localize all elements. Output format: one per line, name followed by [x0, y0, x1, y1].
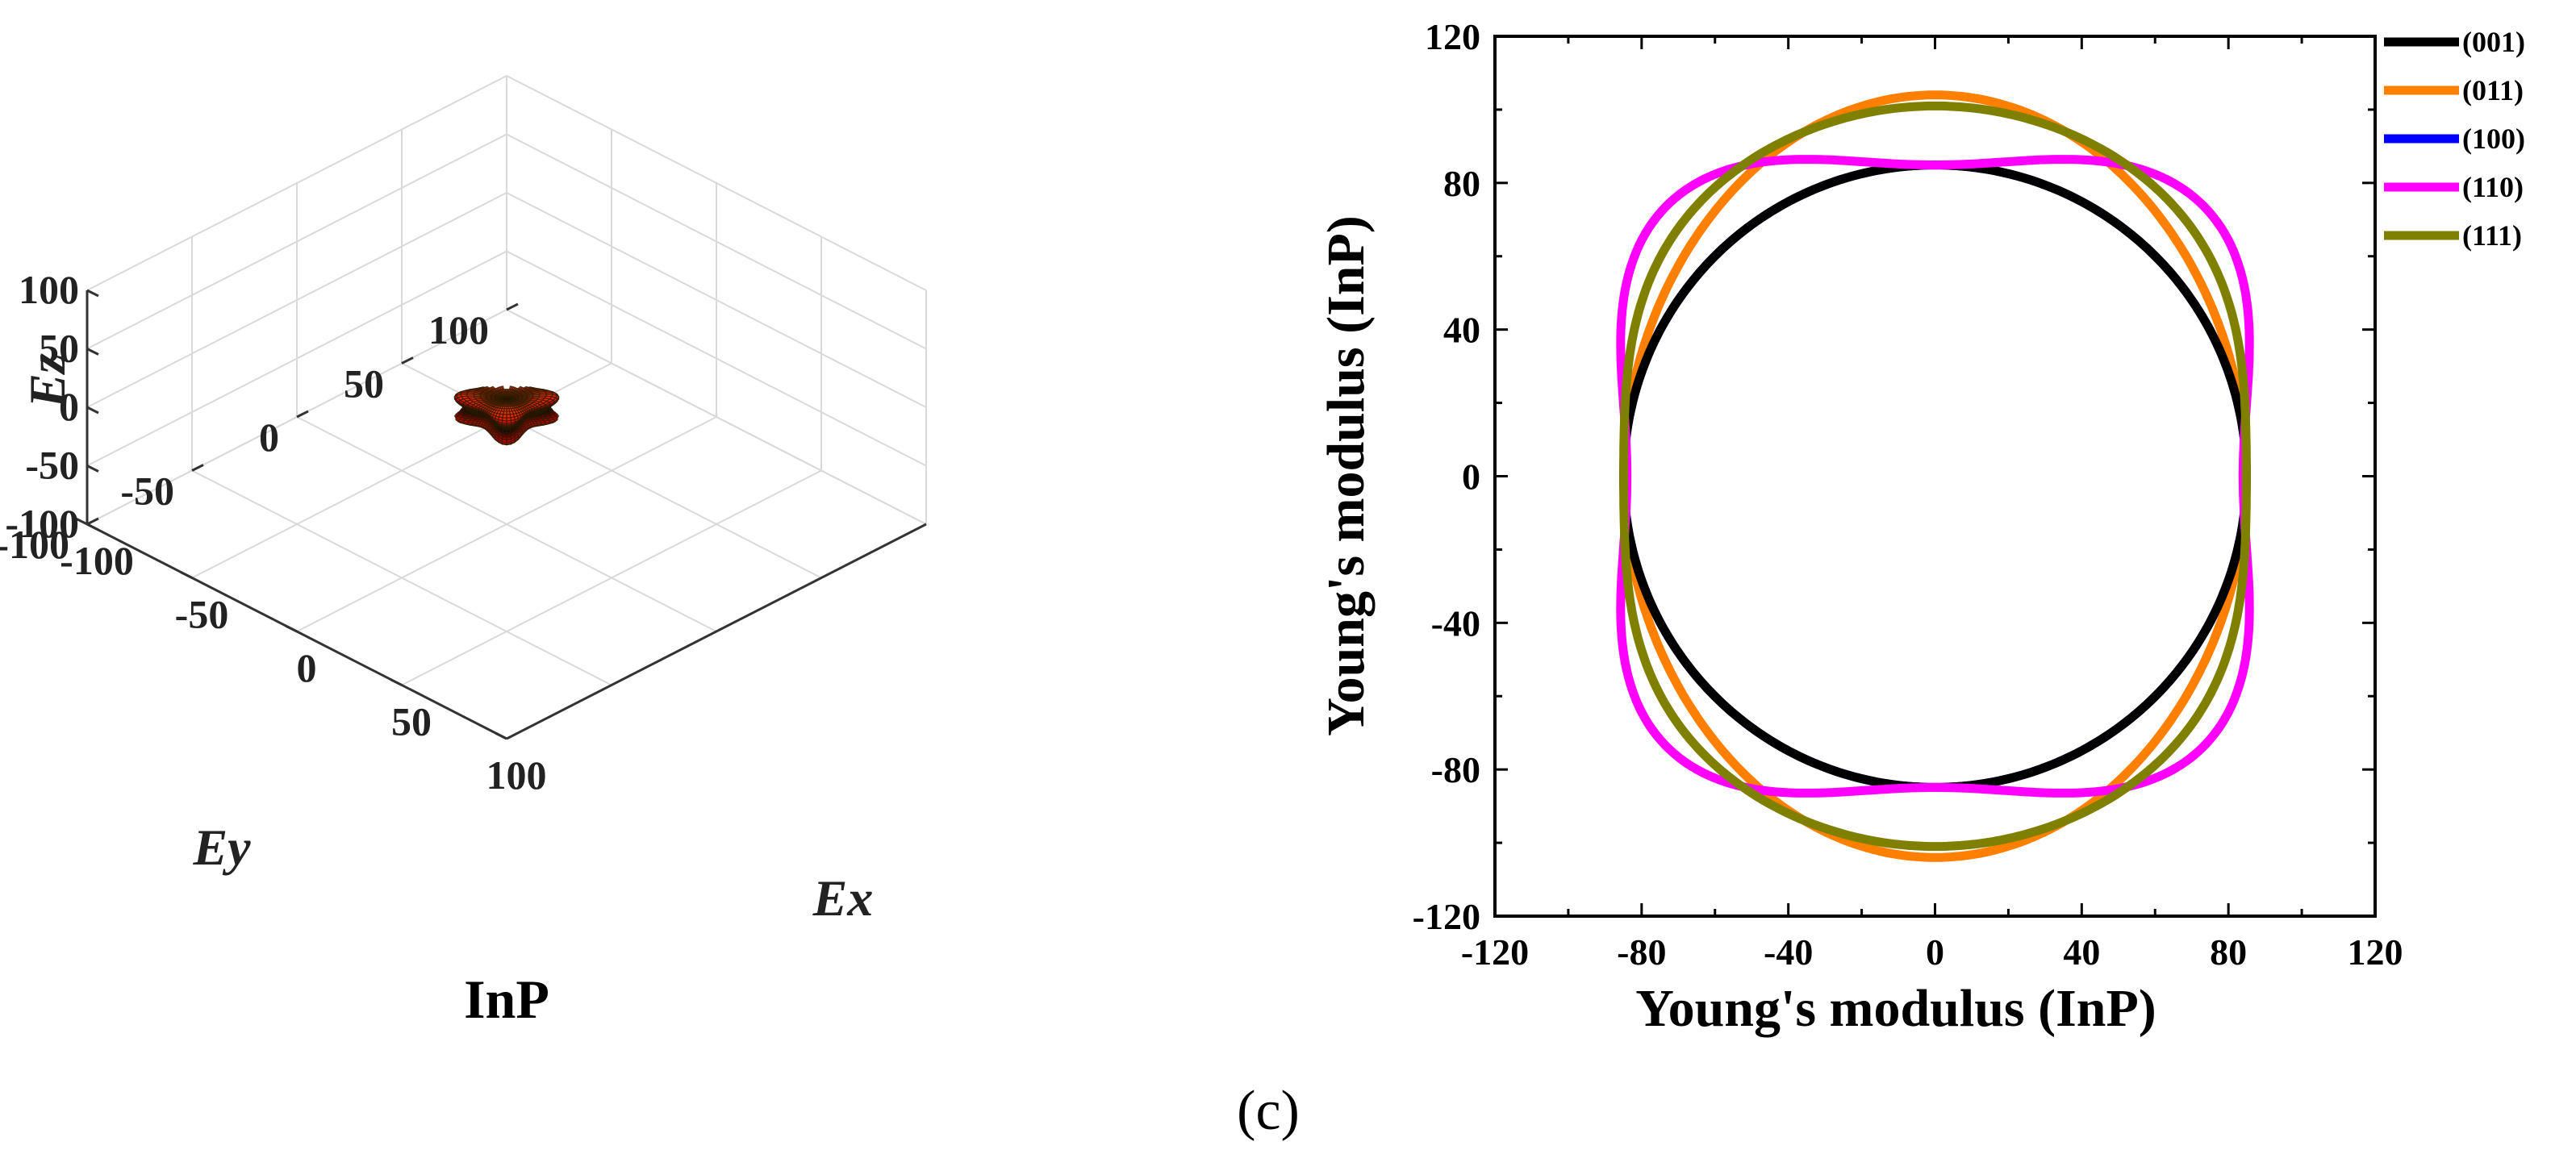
y-tick-label: 80 [1443, 163, 1480, 204]
legend-label: (111) [2462, 219, 2522, 252]
y-axis-label: Ey [192, 819, 251, 876]
y-tick-label: 120 [1425, 16, 1480, 57]
x-tick-label: 100 [486, 752, 547, 798]
y-tick-label: -40 [1431, 602, 1480, 644]
legend: (001) (011) (100) (110) (111) [2384, 26, 2525, 252]
grid-line [86, 192, 507, 408]
surface-plot-3d: -100-50050100100500-50-100-100-50050100 … [0, 75, 927, 1030]
tick-marks-2d [1493, 35, 2377, 918]
y-tick-label: 50 [344, 361, 384, 406]
legend-label: (110) [2462, 171, 2524, 203]
z-tick-label: -100 [5, 501, 79, 546]
grid-line [296, 416, 717, 632]
x-tick-label: 80 [2210, 931, 2247, 973]
legend-label: (100) [2462, 123, 2525, 155]
x-tick-label: -100 [60, 538, 134, 583]
panel-label: (c) [1237, 1080, 1300, 1142]
series-curves [1616, 90, 2254, 862]
y-tick-label: -80 [1431, 749, 1480, 790]
grid-line [506, 75, 927, 291]
grid-line [191, 469, 612, 686]
y-tick-label: -100 [0, 522, 69, 567]
x-tick-label: -40 [1764, 931, 1813, 973]
z-tick [86, 406, 99, 415]
z-tick [86, 348, 99, 356]
axes-box-3d [75, 289, 927, 740]
x-tick [495, 731, 507, 740]
series-line-001 [1619, 160, 2251, 792]
x-tick-label: -50 [175, 592, 229, 637]
grid-line [506, 192, 927, 408]
y-tick [506, 302, 519, 311]
series-line-111 [1619, 101, 2251, 852]
z-tick [86, 289, 99, 298]
y-tick-label: -120 [1413, 896, 1480, 937]
x-tick-label: 50 [391, 699, 432, 744]
y-tick [86, 517, 99, 526]
z-axis-label: Ez [19, 353, 76, 409]
z-tick-label: -50 [25, 443, 79, 488]
tick-labels-3d: -100 -50 0 50 100 100 50 0 -50 -100-100 -50 0 50 100 [0, 267, 547, 798]
x-tick [285, 624, 298, 633]
y-tick-label: -50 [120, 469, 174, 514]
surface-patch [501, 425, 507, 428]
x-tick-label: -120 [1461, 931, 1529, 973]
surface-plot-title: InP [464, 969, 549, 1030]
legend-label: (001) [2462, 26, 2525, 58]
x-tick-label: 120 [2348, 931, 2403, 973]
polar-curves-plot: -120 -80 -40 0 40 80 120 -120 -80 -40 0 40 80 120 You… [1317, 16, 2525, 1038]
z-tick-label: 100 [19, 267, 79, 312]
y-tick-label: 40 [1443, 310, 1480, 351]
z-tick [86, 465, 99, 473]
y-tick [401, 356, 414, 365]
z-tick-label: 0 [59, 384, 79, 429]
y-tick [191, 464, 204, 472]
z-tick [86, 523, 99, 531]
grid-line [86, 133, 507, 350]
surface-patch [506, 425, 512, 428]
tick-labels-2d: -120 -80 -40 0 40 80 120 -120 -80 -40 0 40 80 120 [1413, 16, 2403, 973]
x-tick [390, 678, 403, 686]
x-tick [180, 571, 193, 579]
grid-line [506, 133, 927, 350]
x-axis-label: Ex [812, 869, 874, 927]
x-axis-title: Young's modulus (InP) [1635, 979, 2156, 1038]
y-axis-title: Young's modulus (InP) [1317, 215, 1376, 736]
x-tick-label: 0 [297, 645, 317, 690]
z-tick-label: 50 [39, 326, 79, 371]
x-tick-label: 0 [1926, 931, 1944, 973]
y-tick-label: 0 [1462, 456, 1480, 498]
x-tick-label: -80 [1617, 931, 1666, 973]
y-tick-label: 100 [428, 307, 489, 352]
x-tick [75, 517, 88, 526]
grid-line [401, 469, 822, 686]
x-tick-label: 40 [2063, 931, 2100, 973]
series-line-011 [1619, 90, 2251, 862]
y-tick [296, 410, 309, 419]
legend-label: (011) [2462, 74, 2524, 106]
y-tick-label: 0 [259, 415, 279, 460]
surface-mesh [453, 385, 560, 446]
grid-line [86, 75, 507, 291]
x-axis-line [506, 523, 927, 740]
